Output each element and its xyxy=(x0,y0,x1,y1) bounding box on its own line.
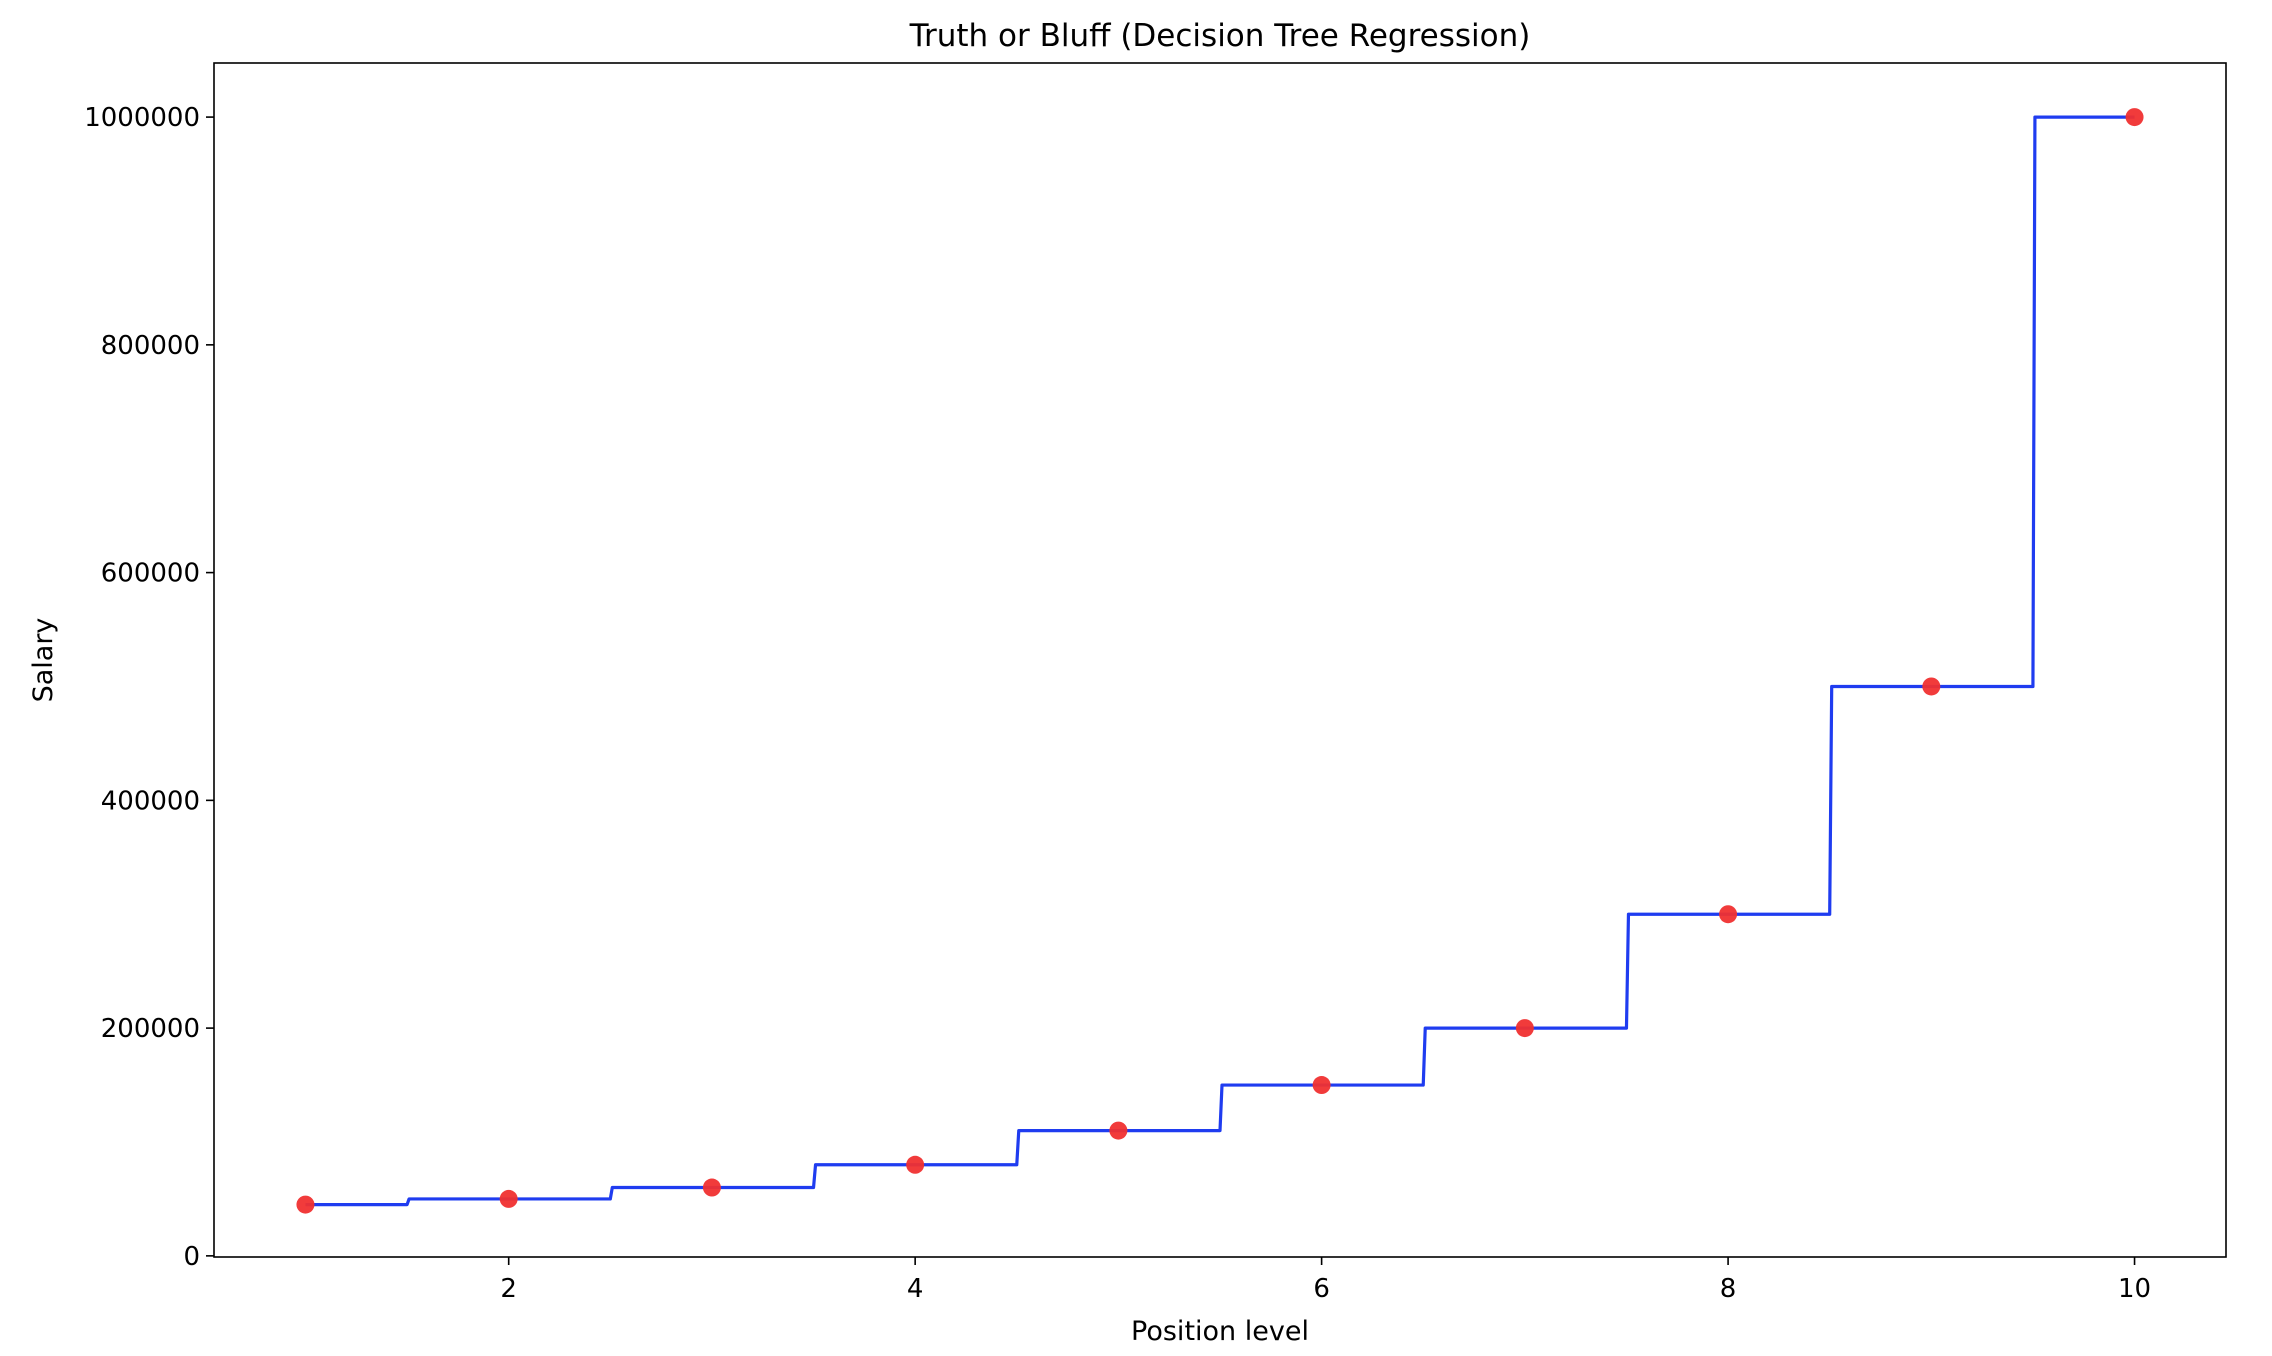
step-line-series xyxy=(305,115,2135,1207)
scatter-point-4 xyxy=(906,1155,925,1174)
y-tick-label: 800000 xyxy=(101,331,200,361)
scatter-point-7 xyxy=(1515,1019,1534,1038)
scatter-point-8 xyxy=(1719,905,1738,924)
y-axis-ticks: 0 200000 400000 600000 800000 1000000 xyxy=(84,103,214,1272)
scatter-point-10 xyxy=(2125,108,2144,127)
y-tick-label: 400000 xyxy=(101,786,200,816)
scatter-point-3 xyxy=(702,1178,721,1197)
x-axis-label: Position level xyxy=(1131,1316,1309,1347)
x-tick-label: 4 xyxy=(907,1274,924,1304)
x-tick-label: 2 xyxy=(500,1274,517,1304)
y-tick-label: 1000000 xyxy=(84,103,200,133)
y-tick-label: 600000 xyxy=(101,559,200,589)
y-tick-label: 200000 xyxy=(101,1014,200,1044)
plot-frame xyxy=(213,62,2227,1258)
scatter-point-5 xyxy=(1109,1121,1128,1140)
x-tick-label: 10 xyxy=(2118,1274,2151,1304)
scatter-point-9 xyxy=(1922,677,1941,696)
scatter-point-2 xyxy=(499,1189,518,1208)
x-tick-label: 8 xyxy=(1720,1274,1737,1304)
scatter-point-6 xyxy=(1312,1076,1331,1095)
y-axis-label: Salary xyxy=(28,618,59,703)
chart-title: Truth or Bluff (Decision Tree Regression… xyxy=(909,18,1531,54)
x-tick-label: 6 xyxy=(1313,1274,1330,1304)
plot-layer xyxy=(296,108,2144,1214)
scatter-point-1 xyxy=(296,1195,315,1214)
x-axis-ticks: 2 4 6 8 10 xyxy=(500,1257,2151,1304)
y-tick-label: 0 xyxy=(183,1242,200,1272)
